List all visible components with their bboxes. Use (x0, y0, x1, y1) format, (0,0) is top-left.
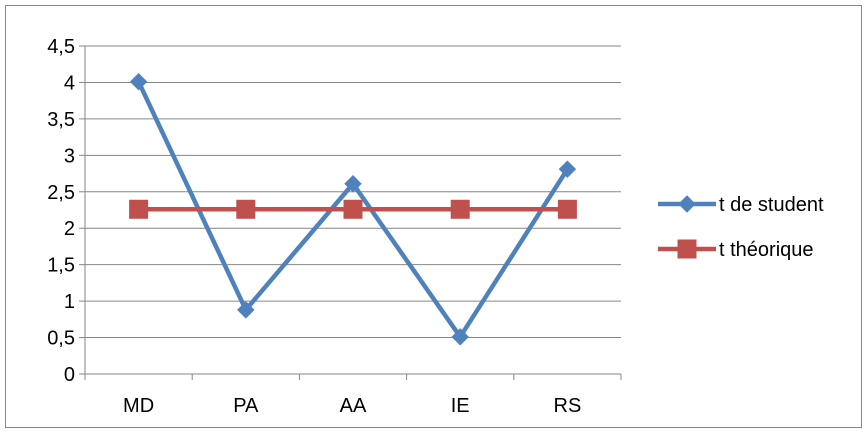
data-point (343, 199, 363, 219)
x-tick-label: PA (233, 395, 259, 417)
legend-label: t théorique (719, 239, 814, 261)
data-point (451, 328, 469, 346)
series-1 (129, 199, 577, 219)
x-tick-label: IE (451, 395, 470, 417)
y-tick-label: 2 (64, 218, 75, 240)
data-point (558, 160, 577, 178)
y-tick-label: 2,5 (47, 182, 75, 204)
data-point (557, 199, 577, 219)
legend-marker (678, 195, 696, 213)
x-tick-label: MD (123, 395, 154, 417)
legend-label: t de student (719, 194, 824, 216)
data-point (344, 175, 362, 193)
y-tick-label: 1 (64, 291, 75, 313)
data-point (129, 199, 149, 219)
plot-series (129, 73, 577, 346)
legend-marker (677, 239, 697, 259)
gridlines (85, 45, 621, 339)
y-tick-label: 4 (64, 72, 75, 94)
data-point (129, 73, 148, 91)
legend: t de student t théorique (658, 194, 824, 261)
y-tick-label: 4,5 (47, 36, 75, 58)
legend-item: t de student (658, 194, 824, 216)
x-tick-label: RS (554, 395, 582, 417)
data-point (450, 199, 470, 219)
y-tick-label: 3,5 (47, 109, 75, 131)
data-point (237, 301, 255, 319)
y-tick-label: 0 (64, 364, 75, 386)
y-tick-label: 0,5 (47, 328, 75, 350)
axes: 0 0,5 1 1,5 2 2,5 3 3,5 4 4,5 MD PA AA IE RS (47, 36, 622, 417)
data-point (236, 199, 256, 219)
x-tick-label: AA (340, 395, 367, 417)
y-tick-label: 1,5 (47, 255, 75, 277)
y-tick-label: 3 (64, 145, 75, 167)
legend-item: t théorique (658, 239, 814, 261)
series-0 (129, 73, 577, 346)
